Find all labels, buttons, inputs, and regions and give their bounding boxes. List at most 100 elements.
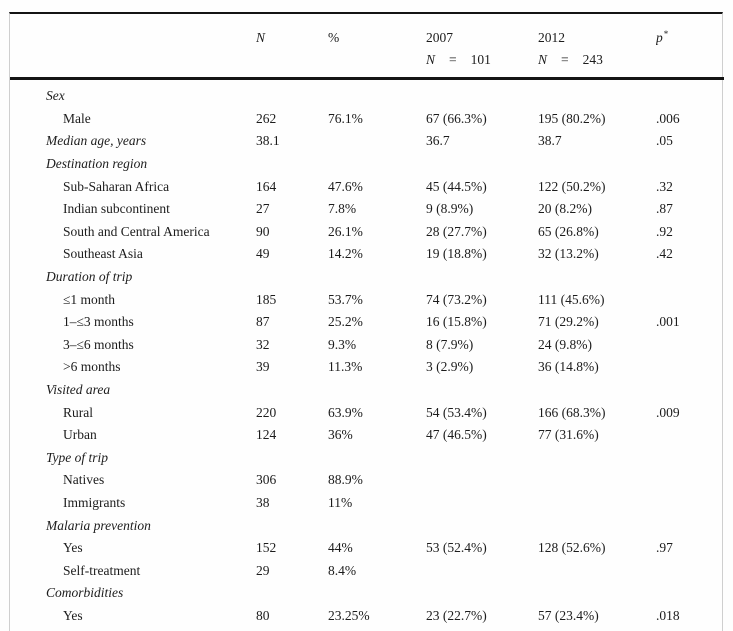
header-percent-label: % bbox=[328, 30, 340, 45]
spacer-cell bbox=[10, 627, 724, 631]
subheader-empty-cell bbox=[656, 46, 724, 80]
cell-p-value bbox=[656, 514, 724, 537]
table-row: Destination region bbox=[10, 153, 724, 176]
cell-2007: 36.7 bbox=[426, 133, 450, 149]
row-label: 3–≤6 months bbox=[63, 336, 134, 352]
cell-2012: 36 (14.8%) bbox=[538, 359, 599, 375]
column-header-n: N bbox=[256, 14, 328, 46]
row-label: Duration of trip bbox=[46, 269, 133, 285]
cell-percent: 26.1% bbox=[328, 223, 363, 239]
table-row: Indian subcontinent 27 7.8% 9 (8.9%) 20 (8.2… bbox=[10, 198, 724, 221]
table-row: Yes 80 23.25% 23 (22.7%) 57 (23.4%) .018 bbox=[10, 605, 724, 628]
cell-2012: 24 (9.8%) bbox=[538, 336, 592, 352]
cell-2012: 195 (80.2%) bbox=[538, 110, 606, 126]
cell-n: 38 bbox=[256, 494, 270, 510]
table-header: N % 2007 2012 p* N = 101 N = 243 bbox=[10, 14, 724, 80]
column-header-p: p* bbox=[656, 14, 724, 46]
cell-2012 bbox=[538, 379, 656, 402]
subheader-2007-equals: = bbox=[449, 52, 457, 67]
cell-2012: 111 (45.6%) bbox=[538, 291, 605, 307]
cell-n bbox=[256, 379, 328, 402]
cell-percent: 47.6% bbox=[328, 178, 363, 194]
cell-p-value: .006 bbox=[656, 110, 680, 126]
cell-2007 bbox=[426, 85, 538, 108]
table-row: Sex bbox=[10, 85, 724, 108]
cell-n: 124 bbox=[256, 427, 277, 443]
cell-2012: 57 (23.4%) bbox=[538, 607, 599, 623]
cell-p-value bbox=[656, 492, 724, 515]
cell-2007: 47 (46.5%) bbox=[426, 427, 487, 443]
cell-p-value: .92 bbox=[656, 223, 673, 239]
column-header-2012: 2012 bbox=[538, 14, 656, 46]
subheader-empty-cell bbox=[10, 46, 256, 80]
cell-p-value bbox=[656, 85, 724, 108]
cell-2012: 38.7 bbox=[538, 133, 562, 149]
cell-percent: 8.4% bbox=[328, 562, 357, 578]
table-row: Visited area bbox=[10, 379, 724, 402]
cell-percent: 9.3% bbox=[328, 336, 357, 352]
row-label: ≤1 month bbox=[63, 291, 116, 307]
cell-2007 bbox=[426, 469, 538, 492]
cell-2007 bbox=[426, 559, 538, 582]
subheader-2007-n: N = 101 bbox=[426, 46, 538, 80]
row-label: Visited area bbox=[46, 382, 111, 398]
cell-percent bbox=[328, 130, 426, 153]
cell-2012 bbox=[538, 85, 656, 108]
row-label: Male bbox=[63, 110, 91, 126]
column-header-percent: % bbox=[328, 14, 426, 46]
cell-2007: 67 (66.3%) bbox=[426, 110, 487, 126]
table-row: Natives 306 88.9% bbox=[10, 469, 724, 492]
cell-percent: 23.25% bbox=[328, 607, 370, 623]
cell-n: 164 bbox=[256, 178, 277, 194]
cell-percent: 53.7% bbox=[328, 291, 363, 307]
cell-percent: 88.9% bbox=[328, 472, 363, 488]
p-asterisk-superscript: * bbox=[663, 28, 669, 39]
row-label: Yes bbox=[63, 540, 83, 556]
row-label: Comorbidities bbox=[46, 585, 124, 601]
cell-n bbox=[256, 447, 328, 470]
table-row: >6 months 39 11.3% 3 (2.9%) 36 (14.8%) bbox=[10, 356, 724, 379]
cell-2012: 166 (68.3%) bbox=[538, 404, 606, 420]
subheader-2012-equals: = bbox=[561, 52, 569, 67]
cell-2007: 54 (53.4%) bbox=[426, 404, 487, 420]
subheader-empty-cell bbox=[256, 46, 328, 80]
row-label: Median age, years bbox=[46, 133, 147, 149]
table-row: Duration of trip bbox=[10, 266, 724, 289]
header-row-main: N % 2007 2012 p* bbox=[10, 14, 724, 46]
cell-p-value: .87 bbox=[656, 201, 673, 217]
cell-percent: 25.2% bbox=[328, 314, 363, 330]
row-label: Sex bbox=[46, 88, 65, 104]
cell-n: 262 bbox=[256, 110, 277, 126]
cell-n bbox=[256, 266, 328, 289]
cell-p-value: .018 bbox=[656, 607, 680, 623]
cell-percent bbox=[328, 266, 426, 289]
row-label: Yes bbox=[63, 607, 83, 623]
cell-p-value bbox=[656, 447, 724, 470]
cell-n: 38.1 bbox=[256, 133, 280, 149]
cell-2012 bbox=[538, 559, 656, 582]
cell-2012 bbox=[538, 582, 656, 605]
header-2007-label: 2007 bbox=[426, 30, 453, 45]
table-row: Rural 220 63.9% 54 (53.4%) 166 (68.3%) .009 bbox=[10, 401, 724, 424]
cell-p-value: .009 bbox=[656, 404, 680, 420]
row-label: Natives bbox=[63, 472, 105, 488]
spacer-row bbox=[10, 627, 724, 631]
cell-p-value bbox=[656, 288, 724, 311]
cell-percent bbox=[328, 85, 426, 108]
table-row: 1–≤3 months 87 25.2% 16 (15.8%) 71 (29.2%) .0… bbox=[10, 311, 724, 334]
cell-2012 bbox=[538, 492, 656, 515]
cell-percent: 11% bbox=[328, 494, 353, 510]
table-row: Male 262 76.1% 67 (66.3%) 195 (80.2%) .006 bbox=[10, 108, 724, 131]
cell-n: 29 bbox=[256, 562, 270, 578]
subheader-2012-n-symbol: N bbox=[538, 52, 548, 67]
table-row: Comorbidities bbox=[10, 582, 724, 605]
row-label: Indian subcontinent bbox=[63, 201, 170, 217]
cell-percent: 36% bbox=[328, 427, 353, 443]
table-row: Yes 152 44% 53 (52.4%) 128 (52.6%) .97 bbox=[10, 537, 724, 560]
cell-2012 bbox=[538, 266, 656, 289]
cell-n bbox=[256, 153, 328, 176]
row-label: South and Central America bbox=[63, 223, 210, 239]
cell-p-value bbox=[656, 379, 724, 402]
table-row: 3–≤6 months 32 9.3% 8 (7.9%) 24 (9.8%) bbox=[10, 334, 724, 357]
